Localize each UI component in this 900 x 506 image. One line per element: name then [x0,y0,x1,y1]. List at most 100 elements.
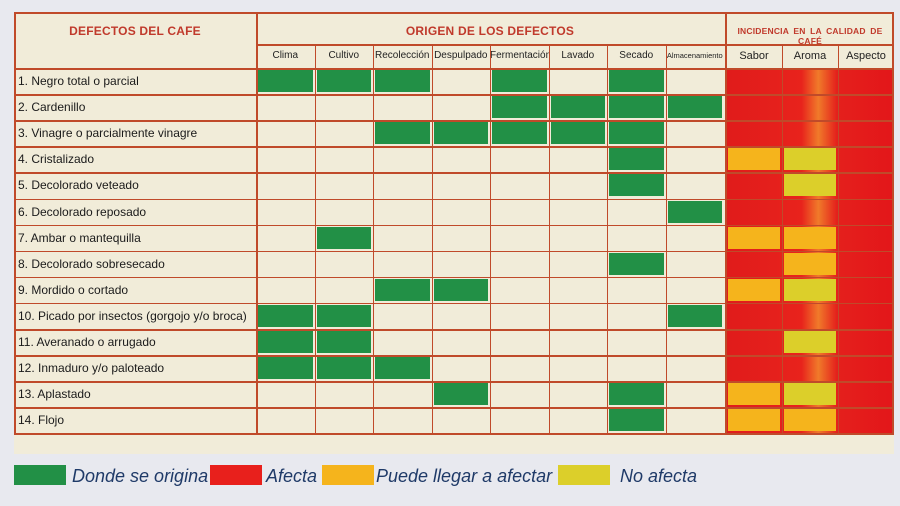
grid-line [14,302,894,305]
origin-cell-marked [316,357,371,380]
impact-cell [784,278,836,301]
defects-header: DEFECTOS DEL CAFE [69,24,201,38]
grid-line [782,44,784,434]
origin-cell-marked [492,96,547,119]
grid-line [14,381,894,383]
grid-line [725,12,727,434]
impact-cell [728,383,780,406]
origin-cell-marked [609,70,664,93]
origin-cell-marked [316,331,371,354]
defect-row-label: 4. Cristalizado [18,152,95,167]
grid-line [14,407,894,409]
origin-column-header: Clima [272,50,299,61]
legend-swatch-may-affect [322,465,374,485]
grid-line [14,329,894,331]
origin-column-header: Lavado [561,50,595,61]
origin-column-header: Almacenamiento [666,51,723,60]
defect-row-label: 12. Inmaduro y/o paloteado [18,361,165,376]
origin-column-header: Cultivo [328,50,360,61]
grid-line [256,12,258,434]
impact-header: INCIDENCIA EN LA CALIDAD DE CAFÉ [737,26,883,46]
defect-row-label: 9. Mordido o cortado [18,282,129,297]
impact-cell [728,226,780,249]
defect-row-label: 6. Decolorado reposado [18,204,147,219]
impact-cell [784,331,836,354]
grid-line [14,250,894,253]
origin-cell-marked [433,383,488,406]
defect-row-label: 8. Decolorado sobresecado [18,256,165,271]
grid-line [14,433,894,435]
legend-swatch-no-affect [558,465,610,485]
grid-line [373,44,375,434]
origin-column-header: Secado [619,50,654,61]
impact-cell [784,252,836,275]
impact-column-header: Aroma [793,50,827,62]
origin-cell-marked [316,304,371,327]
origin-cell-marked [609,96,664,119]
origin-cell-marked [258,304,313,327]
origin-cell-marked [375,357,430,380]
origin-cell-marked [609,122,664,145]
origin-cell-marked [492,122,547,145]
origin-cell-marked [609,252,664,275]
grid-line [14,94,894,96]
grid-line [607,44,609,434]
grid-line [14,68,894,70]
origin-cell-marked [667,96,722,119]
legend-label: Afecta [266,466,318,486]
grid-line [431,44,433,434]
origin-cell-marked [433,122,488,145]
legend: Donde se origina Afecta Puede llegar a afe… [14,460,894,494]
origin-cell-marked [433,278,488,301]
grid-line [665,44,667,434]
defect-row-label: 5. Decolorado veteado [18,178,139,193]
origin-cell-marked [609,174,664,197]
grid-line [838,44,840,434]
origin-cell-marked [667,200,722,223]
grid-line [256,44,894,46]
grid-line [548,44,550,434]
grid-line [14,172,894,174]
grid-line [14,12,16,434]
defect-row-label: 13. Aplastado [18,387,91,402]
origin-cell-marked [609,409,664,432]
impact-cell [728,278,780,301]
defect-row-label: 7. Ambar o mantequilla [18,230,141,245]
grid-line [892,12,894,434]
grid-line [314,44,316,434]
impact-cell [784,383,836,406]
defect-row-label: 2. Cardenillo [18,100,86,115]
legend-label: Donde se origina [72,466,209,486]
origin-cell-marked [258,331,313,354]
origin-cell-marked [375,278,430,301]
impact-cell [784,226,836,249]
defect-row-label: 14. Flojo [18,413,65,428]
impact-cell [784,148,836,171]
origin-cell-marked [550,122,605,145]
legend-swatch-origin [14,465,66,485]
origin-cell-marked [258,70,313,93]
origin-column-header: Fermentación [490,50,549,61]
grid-line [490,44,492,434]
grid-line [14,120,894,122]
origin-cell-marked [258,357,313,380]
origin-cell-marked [609,148,664,171]
origin-cell-marked [609,383,664,406]
grid-line [14,355,894,357]
legend-label: No afecta [620,466,698,486]
defect-row-label: 3. Vinagre o parcialmente vinagre [18,126,198,141]
grid-line [14,224,894,227]
impact-cell [728,148,780,171]
origin-cell-marked [375,122,430,145]
origin-cell-marked [316,70,371,93]
grid-line [14,12,894,14]
origin-cell-marked [492,70,547,93]
defect-row-label: 10. Picado por insectos (gorgojo y/o bro… [18,308,247,323]
impact-cell [728,409,780,432]
grid-line [14,276,894,279]
impact-cell [784,409,836,432]
origin-cell-marked [550,96,605,119]
impact-cell [784,174,836,197]
origin-column-header: Despulpado [434,50,488,61]
origin-cell-marked [667,304,722,327]
